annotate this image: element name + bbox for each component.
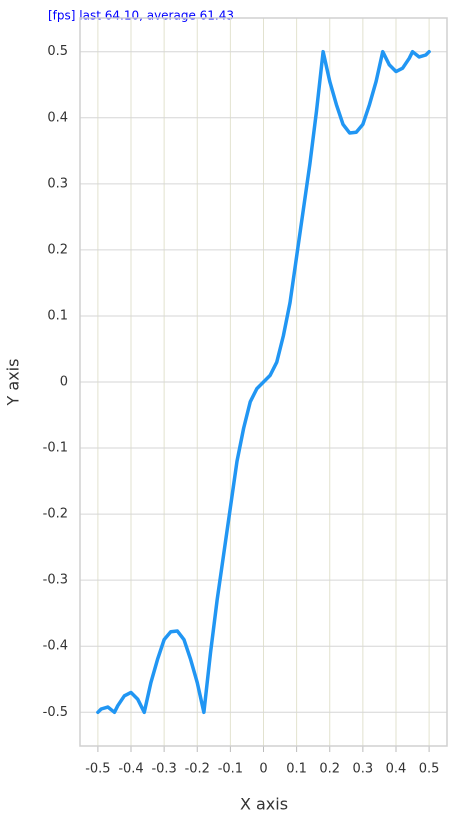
x-tick-label: 0 [259,762,267,777]
x-axis-title: X axis [240,795,288,814]
y-tick-label: -0.3 [43,573,68,588]
x-tick-label: 0.2 [319,762,340,777]
x-tick-label: 0.5 [419,762,440,777]
x-tick-label: -0.3 [151,762,176,777]
y-tick-label: 0.3 [47,176,68,191]
x-tick-label: -0.5 [85,762,110,777]
y-tick-label: 0 [60,375,68,390]
x-tick-label: 0.3 [353,762,374,777]
y-tick-label: 0.1 [47,308,68,323]
data-line [96,49,431,715]
x-tick-label: -0.2 [185,762,210,777]
y-tick-label: -0.5 [43,705,68,720]
y-tick-label: 0.4 [47,110,68,125]
x-tick-label: -0.1 [218,762,243,777]
y-tick-label: -0.2 [43,507,68,522]
x-tick-label: 0.1 [286,762,307,777]
plot-frame [79,17,448,747]
x-tick-label: -0.4 [118,762,143,777]
y-axis-title: Y axis [4,359,23,407]
fps-counter: [fps] last 64.10, average 61.43 [48,9,234,23]
y-tick-label: -0.4 [43,639,68,654]
y-tick-label: 0.2 [47,242,68,257]
y-tick-label: -0.1 [43,441,68,456]
x-tick-label: 0.4 [386,762,407,777]
y-tick-label: 0.5 [47,44,68,59]
